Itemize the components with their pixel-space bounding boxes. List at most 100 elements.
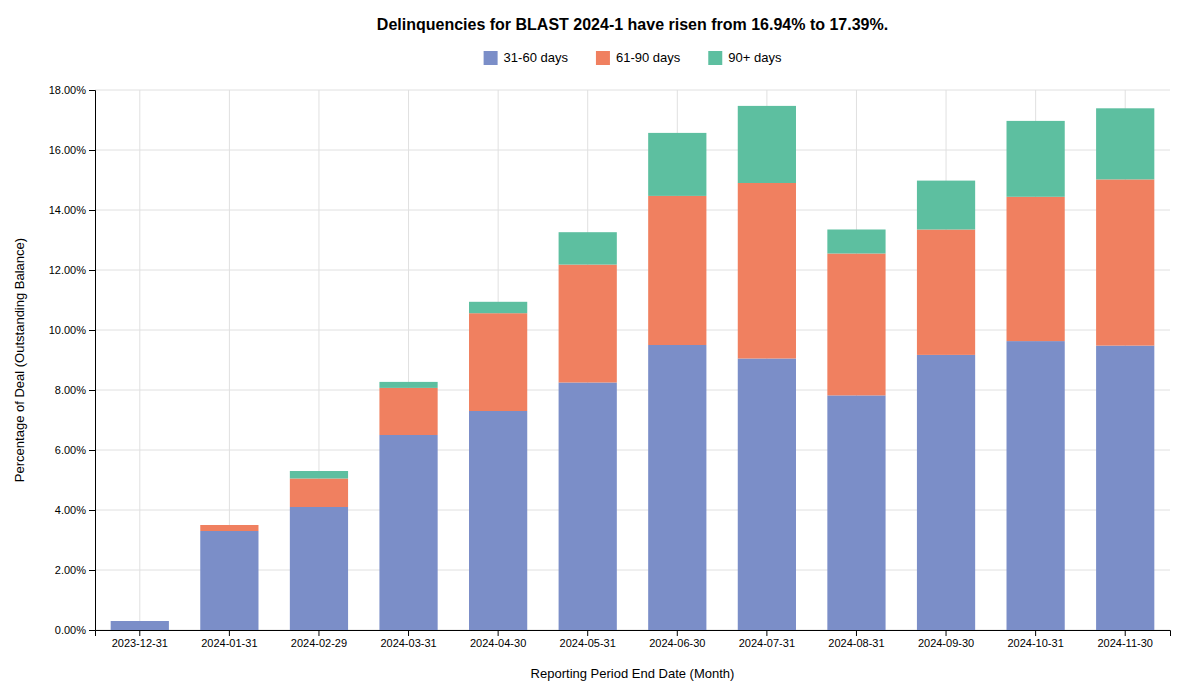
bar-segment	[827, 395, 885, 630]
bar-segment	[1007, 341, 1065, 630]
bar-segment	[290, 479, 348, 508]
y-tick-mark	[89, 210, 95, 211]
y-tick: 4.00%	[55, 504, 95, 516]
y-tick-mark	[89, 150, 95, 151]
x-tick-mark	[587, 630, 588, 636]
y-tick: 6.00%	[55, 444, 95, 456]
y-tick-label: 4.00%	[55, 504, 86, 516]
y-tick-label: 10.00%	[49, 324, 87, 336]
bar-segment	[827, 230, 885, 254]
y-tick-label: 12.00%	[49, 264, 87, 276]
x-tick-mark	[766, 630, 767, 636]
y-tick: 18.00%	[49, 84, 95, 96]
y-tick-mark	[89, 510, 95, 511]
bar-segment	[200, 525, 258, 531]
bar-segment	[917, 181, 975, 230]
x-axis-title: Reporting Period End Date (Month)	[531, 666, 735, 681]
bar-segment	[648, 133, 706, 196]
x-tick: 2024-08-31	[828, 630, 884, 649]
chart-svg: 2023-12-31 2024-01-31 2024-02-29 2024-03-31…	[0, 0, 1200, 700]
y-tick-mark	[89, 270, 95, 271]
x-tick: 2024-11-30	[1097, 630, 1152, 649]
x-tick-label: 2024-09-30	[918, 637, 974, 649]
x-tick-label: 2024-05-31	[560, 637, 616, 649]
bar-segment	[379, 435, 437, 630]
bar-segment	[559, 265, 617, 383]
bar-segment	[469, 302, 527, 313]
bar-segment	[559, 383, 617, 631]
x-tick-label: 2024-04-30	[470, 637, 526, 649]
bars	[111, 106, 1155, 630]
y-tick-mark	[89, 570, 95, 571]
bar-segment	[827, 254, 885, 396]
x-tick: 2024-06-30	[649, 630, 705, 649]
y-tick: 14.00%	[49, 204, 95, 216]
x-axis: 2023-12-31 2024-01-31 2024-02-29 2024-03-31…	[96, 630, 1171, 649]
bar-segment	[379, 388, 437, 435]
x-tick: 2024-04-30	[470, 630, 526, 649]
bar-segment	[1096, 346, 1154, 630]
x-tick-mark	[677, 630, 678, 636]
y-tick-label: 18.00%	[49, 84, 87, 96]
y-tick-label: 0.00%	[55, 624, 86, 636]
bar-series	[111, 341, 1155, 630]
bar-segment	[469, 313, 527, 411]
y-tick-label: 2.00%	[55, 564, 86, 576]
bar-segment	[469, 411, 527, 630]
legend-swatch	[596, 51, 610, 65]
bar-segment	[200, 525, 258, 526]
bar-segment	[1096, 179, 1154, 345]
y-tick: 10.00%	[49, 324, 95, 336]
y-axis-title: Percentage of Deal (Outstanding Balance)	[12, 238, 27, 482]
y-tick-mark	[89, 330, 95, 331]
x-tick-label: 2024-11-30	[1097, 637, 1152, 649]
bar-segment	[648, 196, 706, 345]
y-axis: 0.00% 2.00% 4.00% 6.00% 8.00% 10.00% 12.00% 14.…	[49, 84, 96, 636]
bar-segment	[738, 106, 796, 183]
y-tick-mark	[89, 390, 95, 391]
bar-segment	[290, 507, 348, 630]
y-tick-mark	[89, 450, 95, 451]
bar-segment	[111, 621, 169, 630]
x-tick-label: 2024-06-30	[649, 637, 705, 649]
x-tick-mark	[498, 630, 499, 636]
x-tick-label: 2023-12-31	[112, 637, 168, 649]
legend-item: 90+ days	[708, 50, 782, 65]
legend-label: 90+ days	[728, 50, 782, 65]
x-tick-mark	[946, 630, 947, 636]
legend-swatch	[708, 51, 722, 65]
x-tick-label: 2024-03-31	[380, 637, 436, 649]
bar-segment	[917, 230, 975, 355]
y-tick: 12.00%	[49, 264, 95, 276]
bar-segment	[738, 359, 796, 631]
x-axis-line	[96, 631, 1171, 637]
x-tick-mark	[229, 630, 230, 636]
y-tick: 0.00%	[55, 624, 95, 636]
bar-segment	[379, 382, 437, 388]
x-tick: 2024-02-29	[291, 630, 347, 649]
x-tick-mark	[1125, 630, 1126, 636]
bar-segment	[290, 471, 348, 479]
y-tick: 16.00%	[49, 144, 95, 156]
x-tick-mark	[408, 630, 409, 636]
chart-container: 2023-12-31 2024-01-31 2024-02-29 2024-03-31…	[0, 0, 1200, 700]
chart-title: Delinquencies for BLAST 2024-1 have rise…	[377, 16, 888, 33]
y-tick-mark	[89, 90, 95, 91]
grid-line-y	[95, 90, 1170, 91]
y-tick-label: 6.00%	[55, 444, 86, 456]
y-tick-label: 8.00%	[55, 384, 86, 396]
x-tick-label: 2024-01-31	[201, 637, 257, 649]
legend-item: 61-90 days	[596, 50, 681, 65]
bar-segment	[559, 232, 617, 264]
legend-item: 31-60 days	[484, 50, 569, 65]
bar-segment	[111, 621, 169, 622]
x-tick: 2024-05-31	[560, 630, 616, 649]
plot-area: 2023-12-31 2024-01-31 2024-02-29 2024-03-31…	[49, 84, 1171, 649]
x-tick-label: 2024-07-31	[739, 637, 795, 649]
y-axis-line	[89, 91, 96, 631]
y-tick-label: 14.00%	[49, 204, 87, 216]
grid-line-x	[139, 90, 140, 630]
x-tick-label: 2024-10-31	[1007, 637, 1063, 649]
x-tick: 2023-12-31	[112, 630, 168, 649]
x-tick-label: 2024-02-29	[291, 637, 347, 649]
